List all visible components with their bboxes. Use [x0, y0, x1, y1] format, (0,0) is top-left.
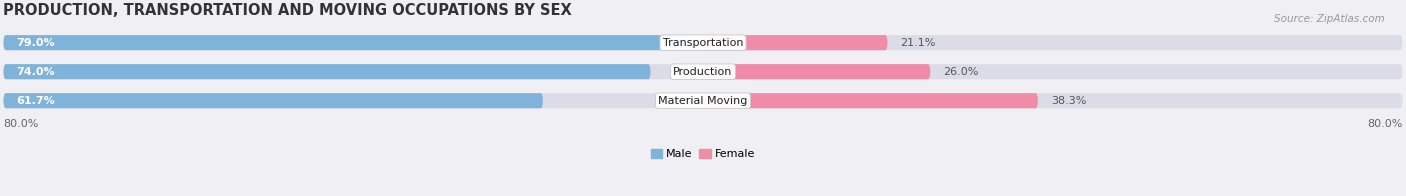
Text: Source: ZipAtlas.com: Source: ZipAtlas.com [1274, 14, 1385, 24]
FancyBboxPatch shape [3, 64, 1403, 79]
FancyBboxPatch shape [3, 93, 1403, 108]
Legend: Male, Female: Male, Female [647, 144, 759, 164]
Text: Transportation: Transportation [662, 38, 744, 48]
Text: 38.3%: 38.3% [1052, 96, 1087, 106]
FancyBboxPatch shape [3, 35, 1403, 50]
FancyBboxPatch shape [3, 93, 543, 108]
Text: Material Moving: Material Moving [658, 96, 748, 106]
FancyBboxPatch shape [3, 35, 695, 50]
FancyBboxPatch shape [703, 64, 931, 79]
Text: PRODUCTION, TRANSPORTATION AND MOVING OCCUPATIONS BY SEX: PRODUCTION, TRANSPORTATION AND MOVING OC… [3, 4, 572, 18]
Text: Production: Production [673, 67, 733, 77]
Text: 26.0%: 26.0% [943, 67, 979, 77]
Text: 80.0%: 80.0% [1367, 119, 1403, 129]
FancyBboxPatch shape [703, 35, 887, 50]
FancyBboxPatch shape [703, 93, 1038, 108]
Text: 61.7%: 61.7% [17, 96, 55, 106]
Text: 21.1%: 21.1% [901, 38, 936, 48]
Text: 79.0%: 79.0% [17, 38, 55, 48]
Text: 80.0%: 80.0% [3, 119, 39, 129]
Text: 74.0%: 74.0% [17, 67, 55, 77]
FancyBboxPatch shape [3, 64, 651, 79]
